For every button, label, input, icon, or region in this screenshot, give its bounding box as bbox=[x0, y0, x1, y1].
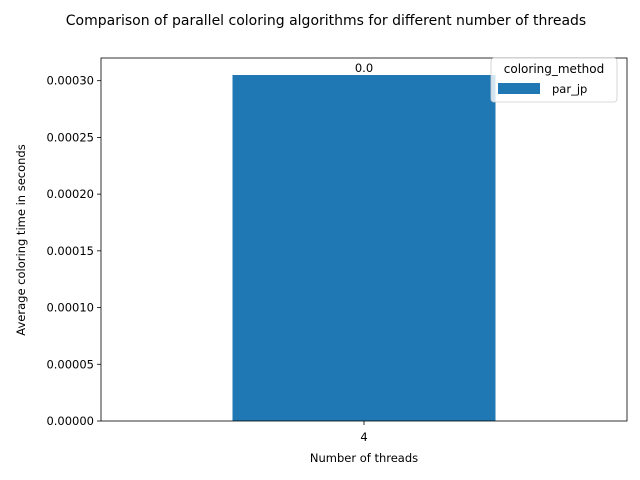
y-tick-label: 0.00025 bbox=[46, 130, 94, 144]
bars-layer bbox=[232, 75, 496, 421]
y-tick-label: 0.00000 bbox=[46, 414, 94, 428]
x-axis: 4 bbox=[360, 421, 368, 444]
x-axis-label: Number of threads bbox=[310, 451, 418, 465]
y-tick-label: 0.00005 bbox=[46, 357, 94, 371]
x-tick-label: 4 bbox=[360, 430, 367, 444]
bar-par-jp-4 bbox=[232, 75, 496, 421]
y-tick-label: 0.00030 bbox=[46, 74, 94, 88]
bar-data-label: 0.0 bbox=[355, 61, 373, 75]
legend-title: coloring_method bbox=[504, 62, 604, 76]
data-labels-layer: 0.0 bbox=[355, 61, 373, 75]
y-axis: 0.00000 0.00005 0.00010 0.00015 0.00020 0.000… bbox=[46, 74, 101, 428]
y-tick-label: 0.00020 bbox=[46, 187, 94, 201]
legend-swatch-par-jp bbox=[498, 83, 540, 94]
y-tick-label: 0.00010 bbox=[46, 301, 94, 315]
legend: coloring_method par_jp bbox=[490, 57, 618, 103]
y-axis-label: Average coloring time in seconds bbox=[14, 144, 28, 335]
chart-title: Comparison of parallel coloring algorith… bbox=[66, 13, 586, 29]
legend-label-par-jp: par_jp bbox=[552, 82, 587, 96]
y-tick-label: 0.00015 bbox=[46, 244, 94, 258]
